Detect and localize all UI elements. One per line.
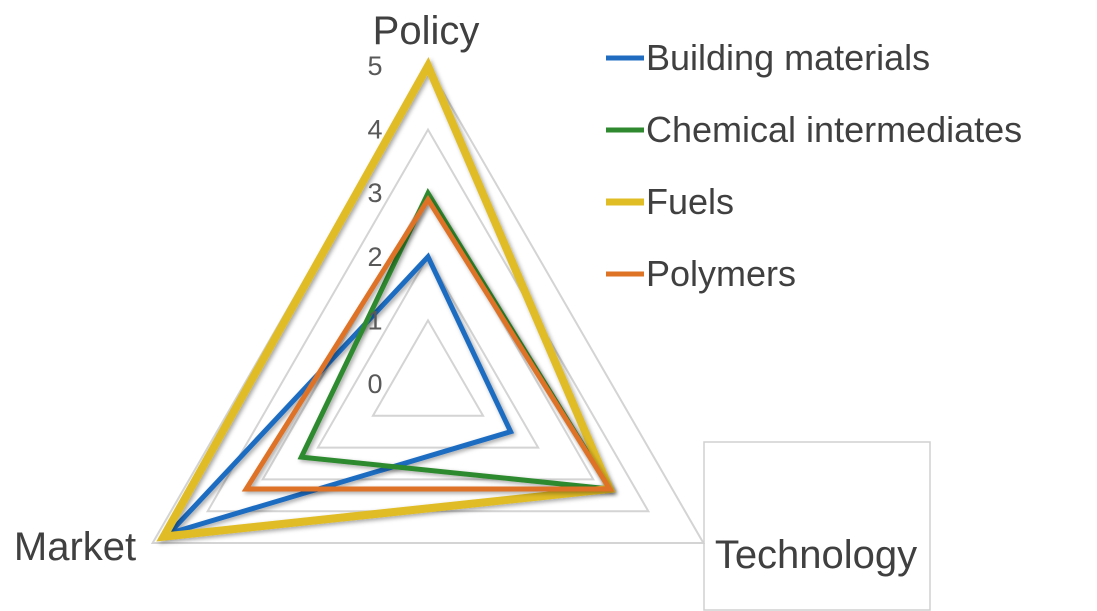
axis-label-technology: Technology xyxy=(715,533,917,577)
legend-label-chemical-intermediates: Chemical intermediates xyxy=(646,109,1022,150)
tick-label-5: 5 xyxy=(367,51,382,81)
tick-label-2: 2 xyxy=(367,242,382,272)
tick-label-0: 0 xyxy=(367,369,382,399)
tick-label-3: 3 xyxy=(367,178,382,208)
tick-label-4: 4 xyxy=(367,115,382,145)
data-label-box xyxy=(703,441,931,611)
radial-tick-labels: 0 1 2 3 4 5 xyxy=(367,51,382,399)
radar-series xyxy=(156,56,616,542)
series-polymers xyxy=(241,194,615,492)
axis-label-market: Market xyxy=(14,525,136,569)
legend: Building materials Chemical intermediates… xyxy=(606,37,1022,294)
legend-label-fuels: Fuels xyxy=(646,181,734,222)
legend-label-building-materials: Building materials xyxy=(646,37,930,78)
grid-ring-2 xyxy=(316,254,540,449)
axis-label-policy: Policy xyxy=(373,9,480,53)
series-building-materials xyxy=(160,252,515,539)
series-fuels xyxy=(156,56,616,542)
grid-ring-3 xyxy=(261,191,595,481)
legend-label-polymers: Polymers xyxy=(646,253,796,294)
tick-label-1: 1 xyxy=(367,305,382,335)
grid-ring-1 xyxy=(371,318,485,417)
axis-labels: Policy Technology Market xyxy=(14,9,917,577)
